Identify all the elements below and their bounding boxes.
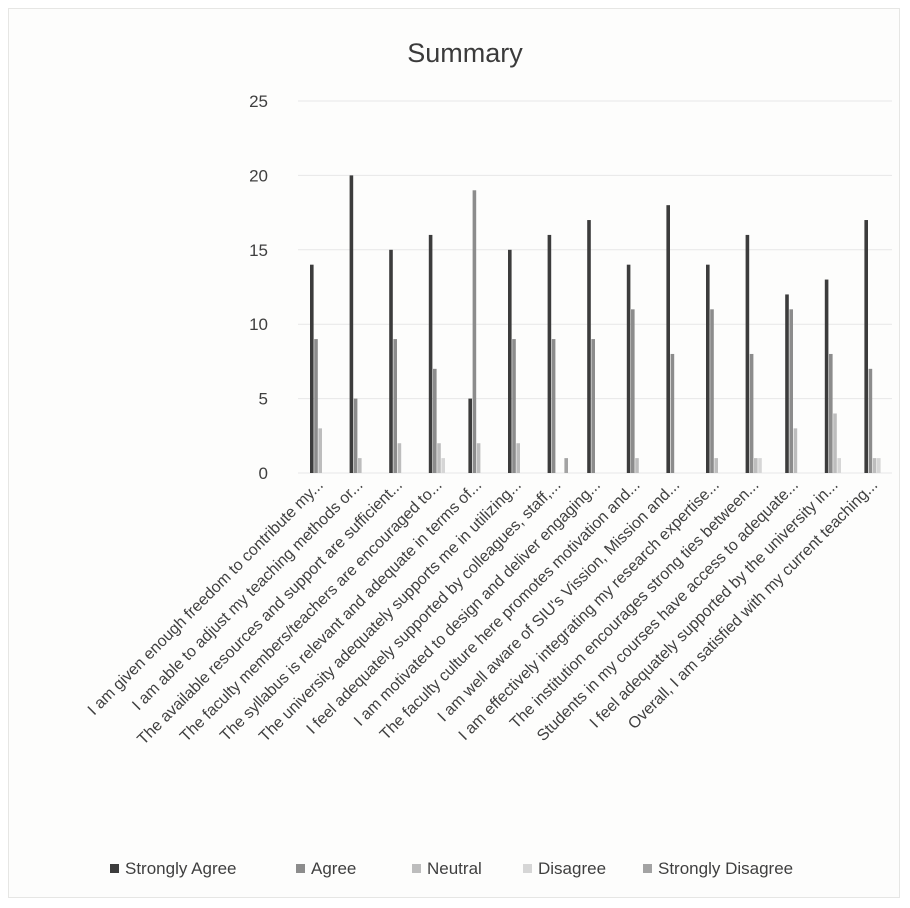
bar-strongly-agree [706, 264, 710, 473]
bar-disagree [441, 458, 445, 473]
legend-label: Neutral [427, 859, 482, 878]
legend-swatch [110, 864, 119, 873]
bar-neutral [833, 413, 837, 473]
bar-agree [749, 353, 754, 473]
bars [310, 175, 881, 473]
bar-agree [789, 309, 793, 473]
bar-agree [670, 353, 675, 473]
legend-label: Disagree [538, 859, 606, 878]
bar-agree [710, 309, 714, 473]
y-tick-label: 20 [249, 166, 268, 185]
bar-agree [472, 190, 477, 473]
bar-strongly-disagree [564, 458, 568, 473]
chart-title: Summary [407, 38, 523, 68]
bar-neutral [318, 428, 322, 473]
bar-strongly-agree [389, 249, 393, 473]
y-tick-label: 0 [259, 464, 268, 483]
legend-label: Agree [311, 859, 356, 878]
legend-label: Strongly Disagree [658, 859, 793, 878]
bar-strongly-agree [547, 234, 552, 473]
bar-neutral [714, 458, 718, 473]
bar-strongly-agree [468, 398, 472, 473]
bar-neutral [635, 458, 639, 473]
bar-agree [631, 309, 635, 473]
bar-strongly-agree [349, 175, 354, 473]
bar-neutral [476, 443, 481, 473]
bar-agree [353, 398, 358, 473]
legend-swatch [412, 864, 421, 873]
bar-strongly-agree [508, 249, 512, 473]
bar-agree [829, 353, 833, 473]
y-tick-label: 25 [249, 92, 268, 111]
bar-neutral [872, 458, 877, 473]
y-tick-label: 10 [249, 315, 268, 334]
bar-agree [393, 339, 397, 473]
bar-strongly-agree [428, 234, 433, 473]
bar-disagree [877, 458, 881, 473]
y-tick-label: 5 [259, 390, 268, 409]
bar-neutral [793, 428, 798, 473]
legend: Strongly Agree Agree Neutral Disagree Strong… [110, 859, 793, 878]
bar-strongly-agree [785, 294, 789, 473]
legend-swatch [296, 864, 305, 873]
bar-strongly-agree [666, 205, 670, 473]
bar-agree [433, 368, 437, 473]
bar-disagree [758, 458, 762, 473]
bar-agree [512, 339, 516, 473]
bar-strongly-agree [626, 264, 631, 473]
bar-neutral [358, 458, 362, 473]
y-axis: 0 5 10 15 20 25 [249, 92, 268, 483]
bar-neutral [754, 458, 758, 473]
legend-label: Strongly Agree [125, 859, 237, 878]
bar-agree [314, 339, 318, 473]
bar-strongly-agree [864, 220, 868, 473]
bar-agree [868, 368, 873, 473]
x-axis: I am given enough freedom to contribute … [85, 477, 881, 749]
bar-strongly-agree [587, 220, 591, 473]
y-tick-label: 15 [249, 241, 268, 260]
legend-swatch [643, 864, 652, 873]
bar-agree [591, 339, 595, 473]
bar-strongly-agree [824, 279, 829, 473]
bar-agree [551, 339, 556, 473]
bar-strongly-agree [310, 264, 314, 473]
legend-swatch [523, 864, 532, 873]
bar-neutral [397, 443, 402, 473]
bar-strongly-agree [745, 234, 750, 473]
bar-neutral [516, 443, 520, 473]
bar-disagree [837, 458, 841, 473]
bar-neutral [437, 443, 441, 473]
